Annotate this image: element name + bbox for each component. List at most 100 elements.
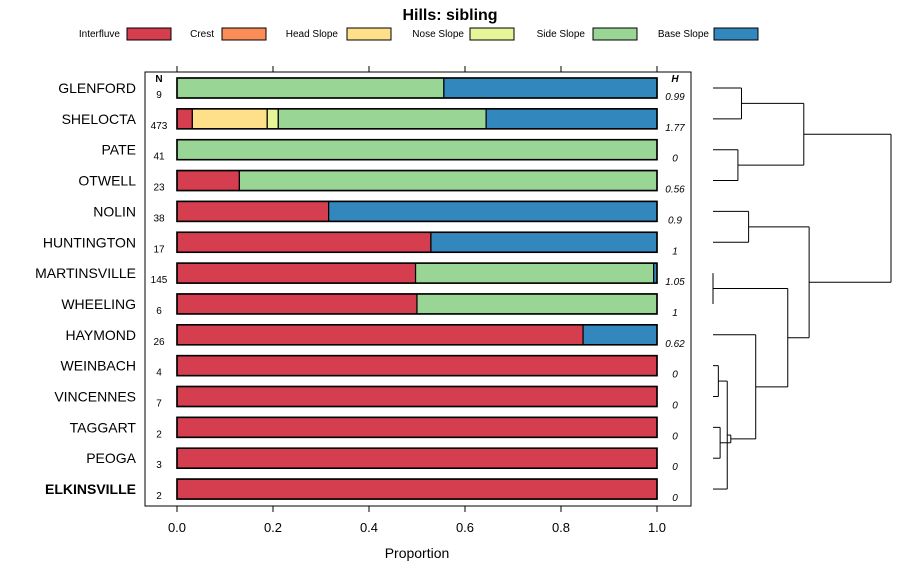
row-h-shelocta: 1.77 — [665, 123, 685, 134]
row-h-huntington: 1 — [672, 246, 678, 257]
row-n-haymond: 26 — [153, 337, 165, 348]
legend-label-nose-slope: Nose Slope — [412, 29, 464, 40]
row-n-elkinsville: 2 — [156, 491, 162, 502]
bar-segment-taggart-interfluve — [176, 416, 658, 438]
row-h-peoga: 0 — [672, 462, 678, 473]
dendrogram-branch-10 — [713, 288, 789, 388]
bar-segment-haymond-base-slope — [582, 324, 658, 346]
bar-segment-wheeling-interfluve — [176, 293, 418, 315]
bar-outline-wheeling — [176, 293, 658, 315]
plot-frame — [144, 71, 692, 507]
row-n-shelocta: 473 — [151, 121, 168, 132]
row-vincennes: VINCENNES 7 0 — [54, 385, 678, 412]
bar-segment-otwell-side-slope — [238, 169, 658, 192]
bar-segment-nolin-base-slope — [328, 200, 658, 222]
row-otwell: OTWELL 23 0.56 — [78, 169, 685, 196]
row-peoga: PEOGA 3 0 — [86, 447, 678, 473]
bar-outline-weinbach — [176, 354, 658, 377]
legend-label-interfluve: Interfluve — [79, 29, 121, 40]
bar-segment-weinbach-interfluve — [176, 355, 658, 377]
row-taggart: TAGGART 2 0 — [70, 416, 678, 442]
row-label-glenford: GLENFORD — [58, 80, 136, 96]
dendrogram-branch-1 — [713, 149, 739, 182]
row-h-martinsville: 1.05 — [665, 277, 685, 288]
row-elkinsville: ELKINSVILLE 2 0 — [45, 478, 678, 504]
row-label-otwell: OTWELL — [78, 173, 136, 189]
legend-swatch-base-slope — [713, 27, 759, 41]
x-tick-label-0.6: 0.6 — [456, 520, 474, 535]
chart-title: Hills: sibling — [402, 7, 497, 24]
dendrogram-branch-8 — [720, 434, 732, 444]
dendrogram-branch-6 — [713, 426, 721, 459]
bar-segment-shelocta-base-slope — [485, 108, 658, 130]
bar-outline-elkinsville — [176, 478, 658, 500]
row-h-taggart: 0 — [672, 431, 678, 442]
bar-outline-pate — [176, 138, 658, 161]
bar-outline-shelocta — [176, 108, 658, 130]
bar-segment-peoga-interfluve — [176, 447, 658, 469]
h-column-header: H — [671, 74, 679, 85]
row-n-otwell: 23 — [153, 183, 165, 194]
row-weinbach: WEINBACH 4 0 — [61, 354, 678, 381]
bar-segment-glenford-base-slope — [443, 77, 658, 99]
legend: Interfluve Crest Head Slope Nose Slope Side … — [79, 27, 759, 41]
row-label-huntington: HUNTINGTON — [43, 234, 136, 250]
bar-outline-taggart — [176, 416, 658, 439]
row-label-nolin: NOLIN — [93, 203, 136, 219]
row-label-haymond: HAYMOND — [65, 327, 136, 343]
row-label-shelocta: SHELOCTA — [62, 111, 137, 127]
bar-segment-huntington-base-slope — [430, 231, 658, 253]
bar-segment-pate-side-slope — [176, 139, 658, 161]
row-label-peoga: PEOGA — [86, 450, 136, 466]
bar-outline-huntington — [176, 231, 658, 254]
bar-segment-shelocta-head-slope — [191, 108, 268, 130]
row-label-wheeling: WHEELING — [61, 296, 136, 312]
row-label-vincennes: VINCENNES — [54, 389, 136, 405]
bar-segment-huntington-interfluve — [176, 231, 432, 253]
bar-segment-nolin-interfluve — [176, 200, 330, 222]
legend-label-base-slope: Base Slope — [658, 29, 710, 40]
row-h-pate: 0 — [672, 154, 678, 165]
row-label-pate: PATE — [102, 142, 137, 158]
row-n-nolin: 38 — [153, 213, 165, 224]
row-h-haymond: 0.62 — [665, 339, 685, 350]
row-nolin: NOLIN 38 0.9 — [93, 200, 682, 226]
bar-segment-shelocta-nose-slope — [266, 108, 279, 130]
top-ticks — [176, 66, 658, 72]
row-wheeling: WHEELING 6 1 — [61, 293, 678, 319]
row-n-glenford: 9 — [156, 90, 162, 101]
dendrogram-branch-3 — [713, 210, 750, 243]
x-tick-label-1.0: 1.0 — [648, 520, 666, 535]
row-h-wheeling: 1 — [672, 308, 678, 319]
bar-segment-martinsville-interfluve — [176, 262, 417, 284]
bar-segment-shelocta-interfluve — [176, 108, 193, 130]
x-tick-label-0.8: 0.8 — [552, 520, 570, 535]
row-shelocta: SHELOCTA 473 1.77 — [62, 108, 685, 134]
rows: GLENFORD 9 0.99 SHELOCTA 473 1.77 PATE 41 0 OTWEL… — [35, 77, 685, 504]
x-axis: 0.0 0.2 0.4 0.6 0.8 1.0 — [168, 506, 666, 535]
row-h-glenford: 0.99 — [665, 92, 685, 103]
dendrogram-branch-5 — [713, 365, 719, 397]
bar-segment-haymond-interfluve — [176, 324, 584, 346]
bar-outline-vincennes — [176, 385, 658, 408]
bar-outline-haymond — [176, 323, 658, 346]
row-label-elkinsville: ELKINSVILLE — [45, 481, 136, 497]
x-tick-label-0.4: 0.4 — [360, 520, 378, 535]
bar-outline-glenford — [176, 77, 658, 99]
bar-segment-otwell-interfluve — [176, 169, 241, 192]
row-haymond: HAYMOND 26 0.62 — [65, 323, 685, 350]
row-pate: PATE 41 0 — [102, 138, 678, 165]
dendrogram-branch-12 — [803, 133, 892, 283]
row-martinsville: MARTINSVILLE 145 1.05 — [35, 262, 685, 288]
dendrogram-branch-2 — [737, 102, 805, 166]
row-h-elkinsville: 0 — [672, 493, 678, 504]
legend-swatch-nose-slope — [469, 27, 515, 41]
row-n-vincennes: 7 — [156, 399, 162, 410]
dendrogram-branch-11 — [748, 226, 810, 339]
bar-outline-nolin — [176, 200, 658, 223]
row-label-martinsville: MARTINSVILLE — [35, 265, 136, 281]
legend-label-side-slope: Side Slope — [537, 29, 586, 40]
legend-swatch-interfluve — [126, 27, 172, 41]
row-h-vincennes: 0 — [672, 401, 678, 412]
